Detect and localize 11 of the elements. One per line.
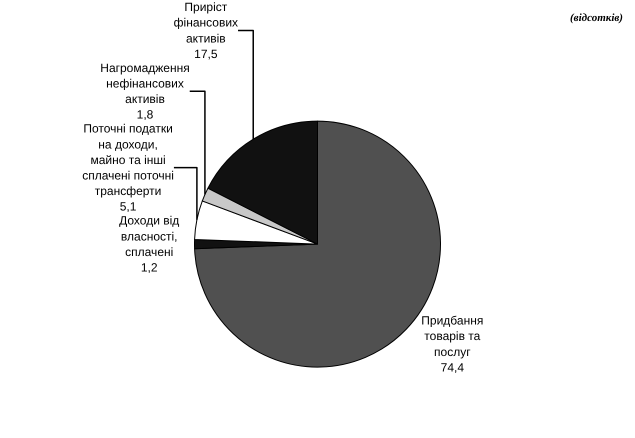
slice-label: Поточні податки на доходи, майно та інші сплачені поточні трансферти [82, 122, 174, 198]
slice-label: Приріст фінансових активів [174, 0, 238, 46]
text: (відсотків) [570, 12, 623, 24]
slice-label: Доходи від власності, сплачені [119, 214, 180, 259]
data-label: 1,2 [140, 260, 158, 274]
slice-label: Нагромадження нефінансових активів [100, 60, 190, 106]
data-label: 74,4 [440, 360, 464, 374]
slice-label: Придбання товарів та послуг [421, 314, 484, 359]
data-label: 1,8 [136, 108, 154, 122]
data-label: 17,5 [194, 46, 218, 61]
data-label: 5,1 [120, 200, 137, 214]
